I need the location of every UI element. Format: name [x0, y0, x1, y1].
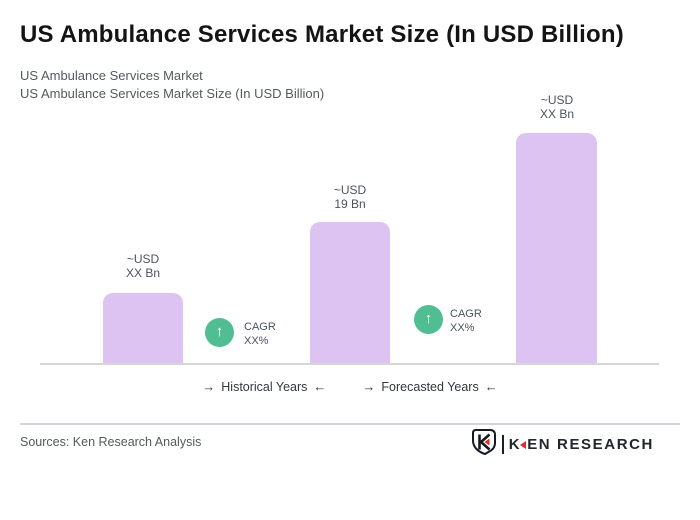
right-arrow-icon: →	[202, 379, 216, 394]
bar-base-year	[310, 222, 390, 364]
bar-value-label-forecast: ~USD XX Bn	[539, 93, 575, 121]
bar-historical	[103, 293, 183, 364]
cagr-badge-2: ↑	[414, 305, 443, 334]
right-arrow-icon: →	[362, 379, 376, 394]
up-arrow-icon: ↑	[215, 323, 224, 340]
cagr-badge-1: ↑	[205, 318, 234, 347]
logo-wordmark: K EN RESEARCH	[508, 435, 654, 453]
left-arrow-icon: ←	[484, 379, 498, 394]
logo-red-arrow-icon	[520, 440, 527, 449]
subtitle-line-2: US Ambulance Services Market Size (In US…	[20, 86, 325, 101]
bar-forecast	[516, 133, 597, 364]
axis-baseline	[40, 363, 659, 365]
subtitle-line-1: US Ambulance Services Market	[20, 68, 203, 83]
bar-value-label-base: ~USD 19 Bn	[333, 183, 367, 211]
sources-text: Sources: Ken Research Analysis	[20, 435, 202, 449]
axis-label-forecasted-years: → Forecasted Years ←	[362, 379, 498, 394]
subtitle: US Ambulance Services Market US Ambulanc…	[20, 67, 324, 103]
page-title: US Ambulance Services Market Size (In US…	[20, 21, 624, 48]
footer-divider	[20, 423, 680, 425]
logo-divider	[501, 434, 504, 454]
up-arrow-icon: ↑	[424, 310, 433, 327]
left-arrow-icon: ←	[313, 379, 327, 394]
cagr-label-2: CAGR XX%	[450, 308, 482, 334]
logo-shield-icon	[471, 428, 497, 461]
ken-research-logo: K EN RESEARCH	[471, 428, 654, 461]
x-axis-labels: → Historical Years ← → Forecasted Years …	[0, 379, 700, 394]
cagr-label-1: CAGR XX%	[244, 321, 276, 347]
axis-label-historical-years: → Historical Years ←	[202, 379, 327, 394]
bar-value-label-historical: ~USD XX Bn	[125, 252, 161, 280]
